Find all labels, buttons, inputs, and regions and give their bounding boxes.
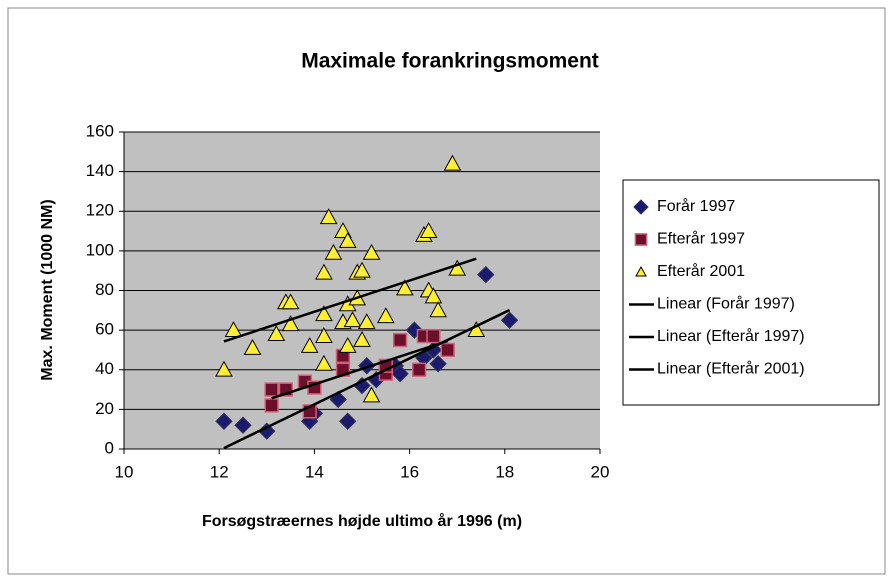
legend-label: Forår 1997 <box>657 197 735 215</box>
trendline <box>271 339 449 400</box>
data-point <box>315 305 333 322</box>
x-tick-label: 18 <box>495 462 514 481</box>
data-point <box>500 311 519 329</box>
data-point <box>376 307 395 324</box>
y-tick-label: 0 <box>105 438 114 457</box>
data-point <box>353 261 371 278</box>
y-tick-label: 140 <box>86 161 114 180</box>
data-point <box>264 382 279 397</box>
data-point <box>362 386 381 403</box>
legend <box>622 179 880 406</box>
x-tick-label: 20 <box>591 462 610 481</box>
data-point <box>243 338 262 355</box>
data-point <box>362 243 381 260</box>
chart-title: Maximale forankringsmoment <box>301 50 599 73</box>
data-point <box>281 293 300 310</box>
data-point <box>477 265 495 284</box>
data-point <box>448 259 467 276</box>
data-point <box>392 332 408 348</box>
legend-label: Efterår 2001 <box>657 262 745 280</box>
data-point <box>339 412 357 430</box>
y-tick-label: 80 <box>95 280 114 299</box>
data-point <box>281 315 300 332</box>
data-point <box>315 354 333 371</box>
y-tick-label: 160 <box>86 121 114 140</box>
data-point <box>324 243 343 260</box>
data-point <box>258 422 276 440</box>
trendline <box>223 257 477 343</box>
data-point <box>343 311 362 328</box>
data-point <box>267 325 286 341</box>
data-point <box>411 362 427 377</box>
data-point <box>338 336 357 353</box>
data-point <box>429 355 447 373</box>
data-point <box>395 279 414 296</box>
x-tick-label: 12 <box>210 462 229 481</box>
x-tick-label: 16 <box>400 462 419 481</box>
y-tick-label: 40 <box>95 359 114 378</box>
x-axis-label: Forsøgstræernes højde ultimo år 1996 (m) <box>202 512 522 530</box>
data-point <box>440 342 455 358</box>
data-point <box>443 154 462 171</box>
data-point <box>264 398 279 413</box>
data-point <box>315 263 333 280</box>
legend-label: Efterår 1997 <box>657 230 745 248</box>
trendline <box>223 308 511 450</box>
data-point <box>338 231 357 248</box>
x-tick-label: 10 <box>115 462 134 481</box>
data-point <box>315 327 333 343</box>
data-point <box>234 416 252 434</box>
data-point <box>426 328 441 344</box>
data-point <box>300 336 319 353</box>
x-tick-label: 14 <box>305 462 324 481</box>
y-tick-label: 120 <box>86 201 114 220</box>
legend-label: Linear (Efterår 2001) <box>657 360 805 378</box>
legend-label: Linear (Efterår 1997) <box>657 327 805 345</box>
legend-label: Linear (Forår 1997) <box>657 295 795 313</box>
data-point <box>419 222 438 238</box>
data-point <box>215 360 233 377</box>
legend-marker <box>635 265 647 277</box>
y-tick-label: 20 <box>95 399 114 418</box>
data-point <box>429 301 448 318</box>
y-tick-label: 60 <box>95 320 114 339</box>
y-axis-label: Max. Moment (1000 NM) <box>39 199 56 380</box>
data-point <box>424 287 443 304</box>
data-point <box>319 208 338 225</box>
data-point <box>391 365 409 383</box>
data-point <box>353 331 371 347</box>
data-point <box>357 313 376 330</box>
legend-marker <box>634 233 648 246</box>
data-point <box>215 412 233 430</box>
legend-marker <box>633 199 649 215</box>
y-tick-label: 100 <box>86 240 114 259</box>
data-point <box>224 321 243 338</box>
